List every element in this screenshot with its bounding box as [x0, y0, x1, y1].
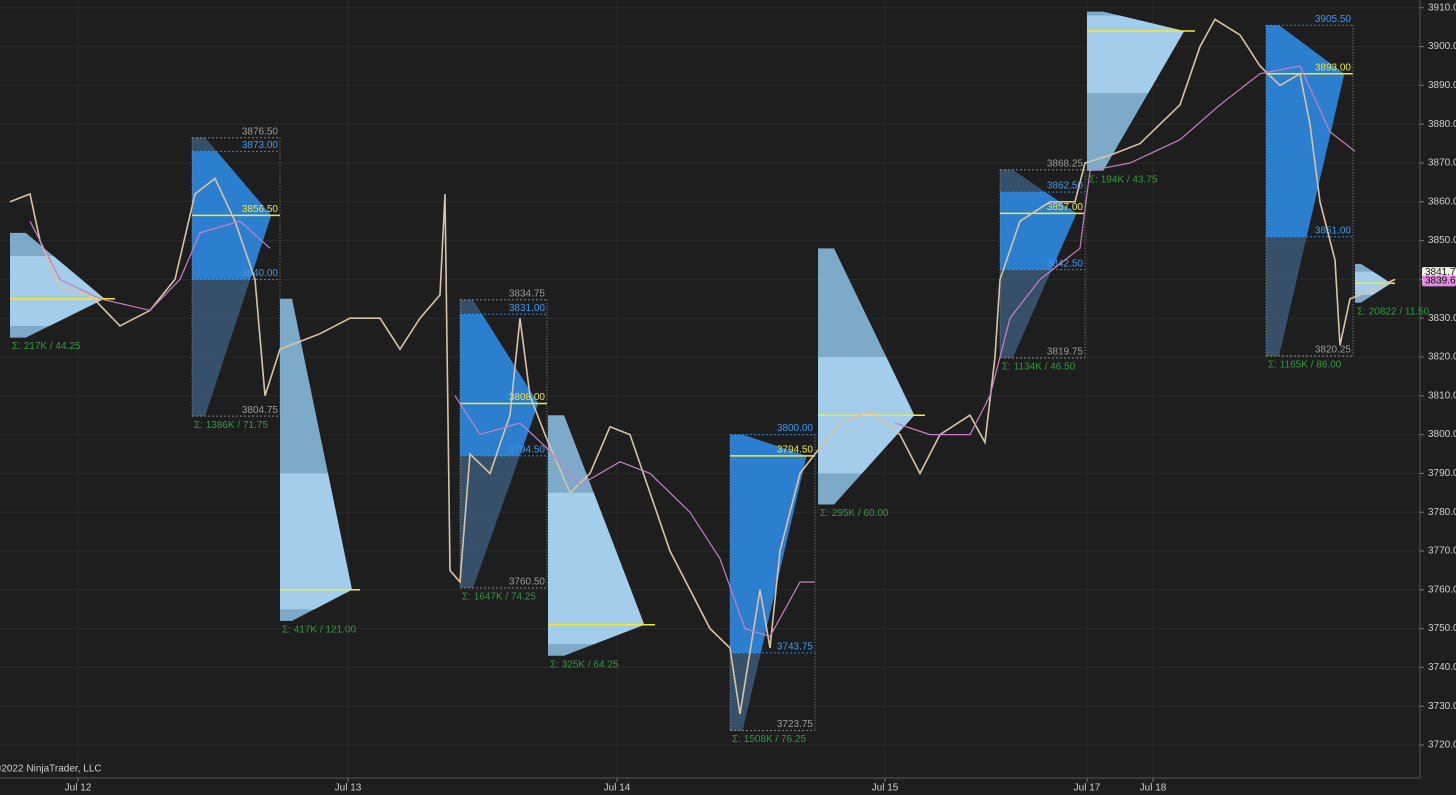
level-label: 3834.75	[509, 288, 546, 299]
level-label: 3794.50	[777, 445, 814, 456]
profile-summary: Σ: 217K / 44.25	[12, 341, 81, 352]
level-label: 3876.50	[242, 126, 279, 137]
price-tag-label: 3839.60	[1425, 276, 1456, 287]
level-label: 3868.25	[1047, 158, 1084, 169]
profile-summary: Σ: 1165K / 86.00	[1268, 360, 1342, 371]
y-tick-label: 3780.00	[1428, 507, 1456, 518]
level-label: 3893.00	[1315, 62, 1352, 73]
level-label: 3856.50	[242, 204, 279, 215]
value-area	[460, 314, 539, 456]
level-label: 3905.50	[1315, 14, 1352, 25]
level-label: 3760.50	[509, 577, 546, 588]
y-tick-label: 3750.00	[1428, 623, 1456, 634]
profile-summary: Σ: 194K / 43.75	[1089, 174, 1158, 185]
profile-summary: Σ: 1647K / 74.25	[462, 592, 536, 603]
y-tick-label: 3910.00	[1428, 2, 1456, 13]
y-tick-label: 3770.00	[1428, 546, 1456, 557]
level-label: 3804.75	[242, 405, 279, 416]
level-label: 3842.50	[1047, 258, 1084, 269]
level-label: 3743.75	[777, 642, 814, 653]
profile-summary: Σ: 1386K / 71.75	[194, 420, 268, 431]
profile-summary: Σ: 1134K / 46.50	[1002, 362, 1076, 373]
y-tick-label: 3850.00	[1428, 235, 1456, 246]
level-label: 3819.75	[1047, 347, 1084, 358]
value-area	[730, 434, 807, 653]
level-label: 3840.00	[242, 268, 279, 279]
value-area	[1087, 15, 1185, 94]
x-tick-label: Jul 12	[65, 783, 92, 794]
profile-summary: Σ: 295K / 60.00	[820, 508, 889, 519]
y-tick-label: 3790.00	[1428, 468, 1456, 479]
level-label: 3862.50	[1047, 181, 1084, 192]
level-label: 3851.00	[1315, 225, 1352, 236]
level-label: 3831.00	[509, 303, 546, 314]
level-label: 3873.00	[242, 140, 279, 151]
price-tag	[1422, 267, 1456, 279]
profile-summary: Σ: 325K / 64.25	[550, 659, 619, 670]
value-area	[10, 256, 105, 326]
value-area	[1000, 192, 1077, 270]
y-tick-label: 3730.00	[1428, 701, 1456, 712]
copyright: ©2022 NinjaTrader, LLC	[0, 764, 102, 775]
y-tick-label: 3720.00	[1428, 740, 1456, 751]
x-tick-label: Jul 18	[1140, 783, 1167, 794]
y-tick-label: 3890.00	[1428, 80, 1456, 91]
level-label: 3800.00	[777, 423, 814, 434]
profile-summary: Σ: 20822 / 11.50	[1357, 306, 1430, 317]
price-line	[9, 18, 1396, 715]
y-tick-label: 3830.00	[1428, 313, 1456, 324]
level-label: 3820.25	[1315, 345, 1352, 356]
value-area	[280, 473, 352, 610]
x-tick-label: Jul 13	[335, 783, 362, 794]
y-tick-label: 3880.00	[1428, 119, 1456, 130]
y-tick-label: 3740.00	[1428, 662, 1456, 673]
y-tick-label: 3860.00	[1428, 196, 1456, 207]
price-tag-label: 3841.75	[1425, 267, 1456, 278]
profile-summary: Σ: 1508K / 76.25	[732, 734, 806, 745]
value-area	[548, 492, 645, 645]
value-area	[1266, 25, 1345, 237]
y-tick-label: 3760.00	[1428, 584, 1456, 595]
x-tick-label: Jul 15	[872, 783, 899, 794]
moving-average	[29, 65, 1356, 638]
y-tick-label: 3810.00	[1428, 390, 1456, 401]
x-tick-label: Jul 14	[604, 783, 631, 794]
level-label: 3723.75	[777, 719, 814, 730]
profile-summary: Σ: 417K / 121.00	[282, 624, 356, 635]
price-tag	[1422, 275, 1456, 287]
x-tick-label: Jul 17	[1074, 783, 1101, 794]
y-tick-label: 3820.00	[1428, 352, 1456, 363]
y-tick-label: 3800.00	[1428, 429, 1456, 440]
y-tick-label: 3900.00	[1428, 41, 1456, 52]
y-tick-label: 3870.00	[1428, 158, 1456, 169]
level-label: 3857.00	[1047, 202, 1084, 213]
level-label: 3794.50	[509, 445, 546, 456]
level-label: 3808.00	[509, 392, 546, 403]
